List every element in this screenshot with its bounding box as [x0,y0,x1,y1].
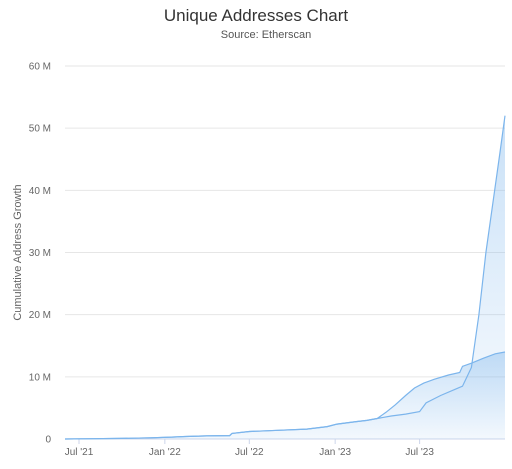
chart-subtitle: Source: Etherscan [220,29,312,41]
series-area-2 [65,352,505,439]
x-tick-label: Jul '22 [235,447,264,458]
y-tick-label: 10 M [29,372,51,383]
x-tick-label: Jan '23 [319,447,351,458]
y-tick-label: 20 M [29,310,51,321]
x-tick-label: Jul '21 [65,447,94,458]
y-tick-label: 50 M [29,124,51,135]
y-tick-label: 40 M [29,186,51,197]
y-tick-label: 60 M [29,62,51,73]
y-tick-label: 30 M [29,248,51,259]
series-line-2 [64,351,506,440]
chart-title: Unique Addresses Chart [163,6,349,25]
x-tick-label: Jan '22 [149,447,181,458]
y-axis-title: Cumulative Address Growth [12,184,24,320]
x-tick-label: Jul '23 [405,447,434,458]
y-tick-label: 0 [45,435,51,446]
